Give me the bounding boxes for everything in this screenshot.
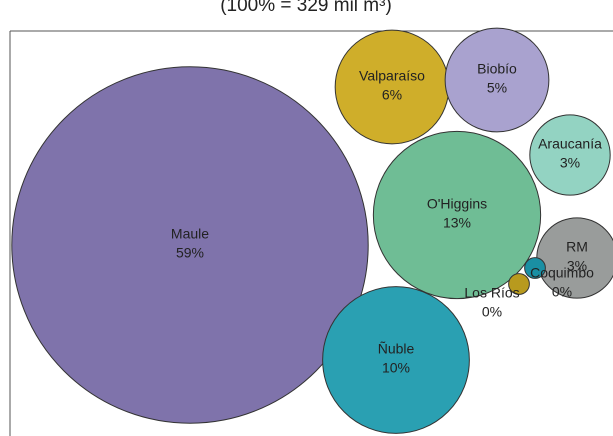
bubble	[524, 257, 546, 279]
bubble	[529, 114, 611, 196]
value-label: 13%	[443, 215, 471, 231]
value-label: 6%	[382, 87, 402, 103]
value-label: 59%	[176, 245, 204, 261]
bubble-label: Biobío	[477, 61, 517, 77]
bubble	[322, 286, 470, 434]
value-label: 5%	[487, 80, 507, 96]
bubble	[444, 27, 550, 133]
value-label: 0%	[552, 284, 572, 300]
value-label: 0%	[482, 304, 502, 320]
bubble	[11, 66, 369, 424]
value-label: 3%	[567, 258, 587, 274]
bubble-label: Maule	[171, 226, 209, 242]
bubble-label: Valparaíso	[359, 68, 425, 84]
bubble	[372, 130, 542, 300]
bubble-label: Coquimbo	[530, 265, 594, 281]
bubble-label: Los Ríos	[464, 285, 519, 301]
bubble-label: Araucanía	[538, 136, 602, 152]
chart-title: (100% = 329 mil m³)	[220, 0, 392, 16]
bubble-label: Ñuble	[378, 341, 415, 357]
bubble-label: RM	[566, 239, 588, 255]
bubble	[508, 273, 530, 295]
bubble-label: O'Higgins	[427, 196, 487, 212]
value-label: 3%	[560, 155, 580, 171]
value-label: 10%	[382, 360, 410, 376]
